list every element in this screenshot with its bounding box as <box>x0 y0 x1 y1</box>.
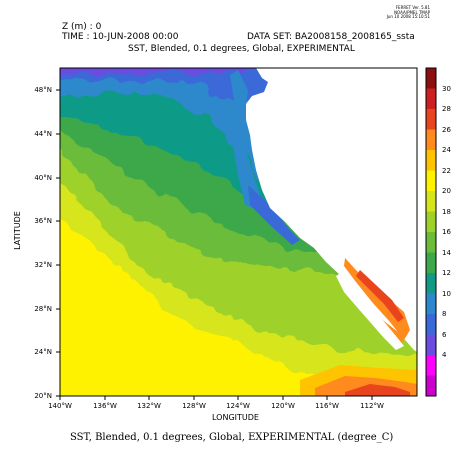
colorbar-frame <box>425 67 437 397</box>
colorbar-swatch <box>426 252 436 274</box>
y-tick-label: 32°N <box>34 261 52 269</box>
x-tick-label: 112°W <box>360 402 384 410</box>
x-tick-marks <box>59 396 373 400</box>
colorbar-label: 18 <box>442 207 451 216</box>
y-tick-label: 24°N <box>34 348 52 356</box>
colorbar-label: 4 <box>442 351 447 359</box>
sst-field <box>60 68 417 396</box>
footer-caption: SST, Blended, 0.1 degrees, Global, EXPER… <box>70 432 394 443</box>
colorbar-label: 6 <box>442 330 447 339</box>
colorbar-label: 10 <box>442 289 451 298</box>
colorbar-label: 12 <box>442 269 451 277</box>
x-tick-label: 120°W <box>271 402 295 410</box>
x-tick-label: 140°W <box>48 402 72 410</box>
colorbar-swatch <box>426 129 436 151</box>
y-tick-label: 36°N <box>34 217 52 225</box>
y-tick-label: 20°N <box>34 392 52 400</box>
colorbar-label: 28 <box>442 105 451 113</box>
x-tick-label: 136°W <box>93 402 117 410</box>
y-tick-label: 28°N <box>34 305 52 313</box>
z-level-label: Z (m) : 0 <box>62 22 102 32</box>
colorbar-label: 26 <box>442 125 451 134</box>
y-tick-label: 44°N <box>34 130 52 138</box>
colorbar-swatch <box>426 88 436 110</box>
land-north-america <box>246 68 417 352</box>
colorbar-label: 8 <box>442 310 447 318</box>
colorbar-swatch <box>426 314 436 335</box>
colorbar-label: 20 <box>442 187 451 195</box>
colorbar-swatch <box>426 211 436 233</box>
stamp-line-2: NOAA/PMEL TMAP <box>394 9 430 15</box>
x-tick-label: 128°W <box>182 402 206 410</box>
x-tick-label: 116°W <box>315 402 339 410</box>
y-tick-label: 40°N <box>34 174 52 182</box>
colorbar-swatch <box>426 375 436 397</box>
land-baja-peninsula <box>336 272 404 350</box>
colorbar-swatch <box>426 355 436 376</box>
coastal-upwelling <box>230 70 262 210</box>
y-axis-label: LATITUDE <box>12 211 22 250</box>
colorbar-swatch <box>426 170 436 192</box>
colorbar-label: 30 <box>442 84 451 93</box>
colorbar-swatch <box>426 334 436 356</box>
colorbar-swatch <box>426 150 436 171</box>
colorbar-swatch <box>426 293 436 315</box>
plot-title: SST, Blended, 0.1 degrees, Global, EXPER… <box>128 44 355 54</box>
dataset-label: DATA SET: BA2008158_2008165_ssta <box>247 32 415 42</box>
colorbar-label: 24 <box>442 146 451 154</box>
y-tick-label: 48°N <box>34 86 52 94</box>
colorbar-swatch <box>426 68 436 89</box>
x-axis-label: LONGITUDE <box>212 413 259 422</box>
x-tick-label: 124°W <box>226 402 250 410</box>
colorbar-swatch <box>426 109 436 130</box>
colorbar-swatch <box>426 191 436 212</box>
colorbar-label: 16 <box>442 228 451 236</box>
colorbar-swatch <box>426 273 436 294</box>
colorbar-label: 14 <box>442 248 451 257</box>
time-label: TIME : 10-JUN-2008 00:00 <box>62 32 179 42</box>
x-tick-label: 132°W <box>137 402 161 410</box>
stamp-line-3: Jun 10 2008 15:10:51 <box>386 14 430 19</box>
stamp-line-1: FERRET Ver. 5.81 <box>395 5 430 10</box>
y-tick-marks <box>56 89 60 397</box>
ferret-stamp: FERRET Ver. 5.81 NOAA/PMEL TMAP Jun 10 2… <box>380 5 430 20</box>
colorbar-swatch <box>426 232 436 253</box>
colorbar <box>425 67 437 397</box>
colorbar-label: 22 <box>442 166 451 175</box>
